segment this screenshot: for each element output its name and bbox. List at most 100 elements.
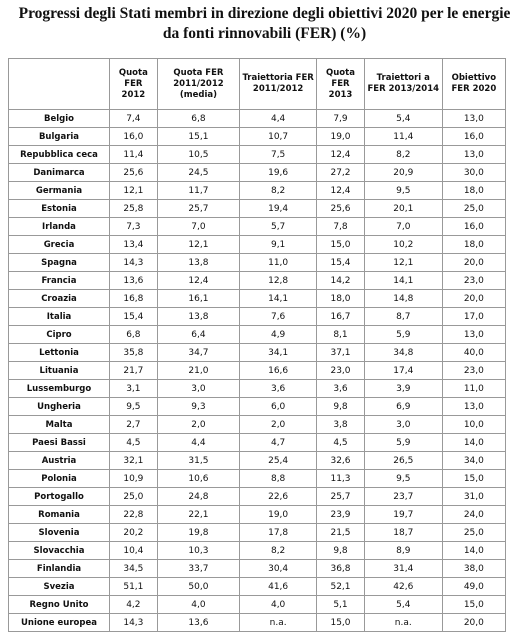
value-cell: 3,0 [363,415,443,434]
country-cell: Svezia [8,577,110,596]
value-cell: 18,0 [441,181,507,200]
value-cell: 10,2 [363,235,443,254]
table-row: Irlanda 7,3 7,0 5,7 7,8 7,0 16,0 [8,217,507,236]
value-cell: 34,7 [156,343,241,362]
value-cell: 3,8 [316,415,365,434]
value-cell: 11,0 [441,379,507,398]
value-cell: 22,1 [156,505,241,524]
value-cell: n.a. [239,613,318,632]
country-cell: Croazia [8,289,110,308]
value-cell: 18,0 [441,235,507,254]
country-cell: Regno Unito [8,595,110,614]
country-cell: Lettonia [8,343,110,362]
value-cell: 8,7 [363,307,443,326]
value-cell: 25,6 [109,163,158,182]
table-row: Estonia 25,8 25,7 19,4 25,6 20,1 25,0 [8,199,507,218]
value-cell: 32,6 [316,451,365,470]
value-cell: 34,8 [363,343,443,362]
value-cell: 41,6 [239,577,318,596]
value-cell: 14,3 [109,613,158,632]
value-cell: 21,0 [156,361,241,380]
value-cell: 17,0 [441,307,507,326]
value-cell: 25,0 [441,523,507,542]
value-cell: 21,7 [109,361,158,380]
value-cell: 23,0 [441,271,507,290]
header-cell: Obiettivo FER 2020 [441,58,507,110]
value-cell: 12,8 [239,271,318,290]
value-cell: 12,1 [109,181,158,200]
value-cell: 19,7 [363,505,443,524]
country-cell: Belgio [8,109,110,128]
value-cell: 8,2 [239,181,318,200]
value-cell: 36,8 [316,559,365,578]
value-cell: 4,2 [109,595,158,614]
header-row: Quota FER 2012 Quota FER 2011/2012 (media… [8,58,507,110]
value-cell: 6,9 [363,397,443,416]
value-cell: 13,8 [156,307,241,326]
value-cell: 15,0 [316,235,365,254]
table-row: Lettonia 35,8 34,7 34,1 37,1 34,8 40,0 [8,343,507,362]
value-cell: 5,4 [363,595,443,614]
value-cell: 23,0 [316,361,365,380]
value-cell: 5,7 [239,217,318,236]
table-body: Belgio 7,4 6,8 4,4 7,9 5,4 13,0 Bulgaria 16,0 15,… [8,109,507,632]
value-cell: 9,8 [316,397,365,416]
table-row: Germania 12,1 11,7 8,2 12,4 9,5 18,0 [8,181,507,200]
value-cell: 19,8 [156,523,241,542]
value-cell: 16,1 [156,289,241,308]
value-cell: 34,1 [239,343,318,362]
table-row: Italia 15,4 13,8 7,6 16,7 8,7 17,0 [8,307,507,326]
country-cell: Slovacchia [8,541,110,560]
value-cell: 12,4 [316,145,365,164]
value-cell: 31,5 [156,451,241,470]
value-cell: 10,5 [156,145,241,164]
value-cell: 19,6 [239,163,318,182]
value-cell: 19,0 [239,505,318,524]
table-row: Romania 22,8 22,1 19,0 23,9 19,7 24,0 [8,505,507,524]
value-cell: 2,0 [156,415,241,434]
table-row: Danimarca 25,6 24,5 19,6 27,2 20,9 30,0 [8,163,507,182]
value-cell: 25,6 [316,199,365,218]
value-cell: 17,4 [363,361,443,380]
value-cell: 14,3 [109,253,158,272]
value-cell: 33,7 [156,559,241,578]
value-cell: 19,4 [239,199,318,218]
table-row: Paesi Bassi 4,5 4,4 4,7 4,5 5,9 14,0 [8,433,507,452]
value-cell: 12,4 [316,181,365,200]
country-cell: Slovenia [8,523,110,542]
country-cell: Francia [8,271,110,290]
value-cell: 4,5 [316,433,365,452]
value-cell: 11,4 [109,145,158,164]
value-cell: 14,1 [239,289,318,308]
country-cell: Germania [8,181,110,200]
value-cell: n.a. [363,613,443,632]
value-cell: 10,6 [156,469,241,488]
value-cell: 11,7 [156,181,241,200]
value-cell: 11,3 [316,469,365,488]
value-cell: 5,9 [363,325,443,344]
value-cell: 16,6 [239,361,318,380]
value-cell: 5,9 [363,433,443,452]
value-cell: 9,8 [316,541,365,560]
value-cell: 9,3 [156,397,241,416]
country-cell: Lituania [8,361,110,380]
value-cell: 9,5 [363,469,443,488]
value-cell: 35,8 [109,343,158,362]
table-row: Grecia 13,4 12,1 9,1 15,0 10,2 18,0 [8,235,507,254]
table-row: Spagna 14,3 13,8 11,0 15,4 12,1 20,0 [8,253,507,272]
value-cell: 24,5 [156,163,241,182]
country-cell: Finlandia [8,559,110,578]
table-row: Slovacchia 10,4 10,3 8,2 9,8 8,9 14,0 [8,541,507,560]
value-cell: 14,2 [316,271,365,290]
value-cell: 31,0 [441,487,507,506]
value-cell: 20,0 [441,253,507,272]
value-cell: 20,1 [363,199,443,218]
value-cell: 10,0 [441,415,507,434]
value-cell: 25,7 [316,487,365,506]
value-cell: 6,4 [156,325,241,344]
data-table: Quota FER 2012 Quota FER 2011/2012 (media… [8,58,507,632]
value-cell: 52,1 [316,577,365,596]
value-cell: 6,8 [156,109,241,128]
value-cell: 7,8 [316,217,365,236]
